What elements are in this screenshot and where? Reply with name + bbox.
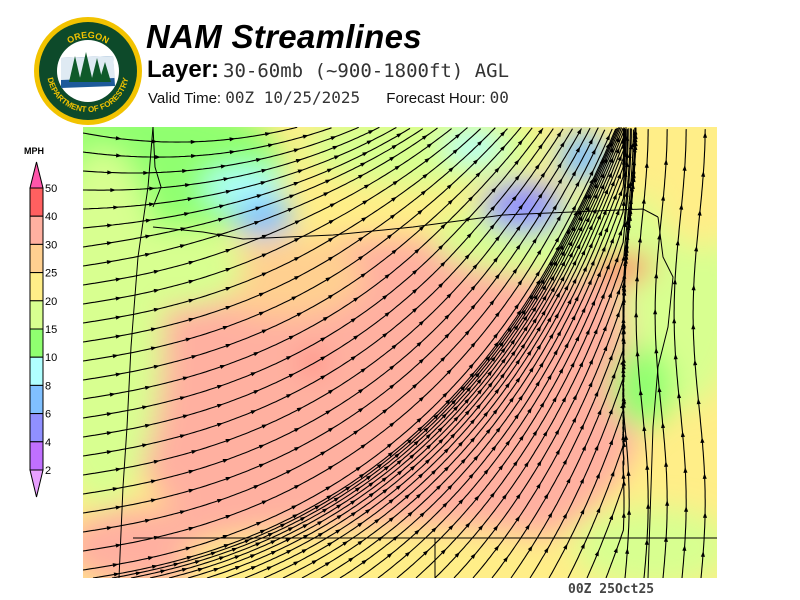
- forecast-hour-label: Forecast Hour:: [386, 90, 485, 107]
- legend-tick-label: 2: [45, 465, 51, 477]
- layer-value: 30-60mb (~900-1800ft) AGL: [223, 60, 509, 82]
- legend-tick-label: 10: [45, 352, 57, 364]
- legend-tick-label: 30: [45, 239, 57, 251]
- legend-swatch: [30, 357, 43, 385]
- legend-swatch: [30, 188, 43, 216]
- legend-tick-label: 15: [45, 324, 57, 336]
- legend-tick-label: 8: [45, 380, 51, 392]
- legend-swatch: [30, 301, 43, 329]
- legend-above-triangle: [30, 162, 43, 188]
- layer-line: Layer: 30-60mb (~900-1800ft) AGL: [147, 56, 509, 84]
- legend-tick-label: 40: [45, 211, 57, 223]
- legend-swatch: [30, 273, 43, 301]
- legend-swatch: [30, 414, 43, 442]
- valid-time-line: Valid Time: 00Z 10/25/2025 Forecast Hour…: [148, 88, 509, 107]
- wind-speed-legend: 50 40 30 25 20 15 10 8 6 4 2: [0, 140, 80, 500]
- legend-swatch: [30, 216, 43, 244]
- legend-swatch: [30, 244, 43, 272]
- legend-tick-label: 25: [45, 268, 57, 280]
- legend-tick-label: 6: [45, 409, 51, 421]
- valid-time-label: Valid Time:: [148, 90, 221, 107]
- legend-below-triangle: [30, 470, 43, 497]
- forecast-hour-value: 00: [490, 88, 509, 107]
- legend-tick-label: 20: [45, 296, 57, 308]
- legend-tick-label: 4: [45, 437, 51, 449]
- legend-swatch: [30, 329, 43, 357]
- footer-timestamp: 00Z 25Oct25: [568, 582, 654, 597]
- valid-time-value: 00Z 10/25/2025: [225, 88, 360, 107]
- legend-swatch: [30, 385, 43, 413]
- oregon-department-of-forestry-logo: OREGON DEPARTMENT OF FORESTRY: [33, 16, 143, 126]
- legend-tick-label: 50: [45, 183, 57, 195]
- streamline-map: [83, 127, 717, 578]
- legend-swatch: [30, 442, 43, 470]
- page-title: NAM Streamlines: [146, 18, 422, 56]
- layer-label: Layer:: [147, 56, 219, 83]
- wind-speed-area: [233, 197, 293, 237]
- wind-speed-area: [301, 354, 325, 370]
